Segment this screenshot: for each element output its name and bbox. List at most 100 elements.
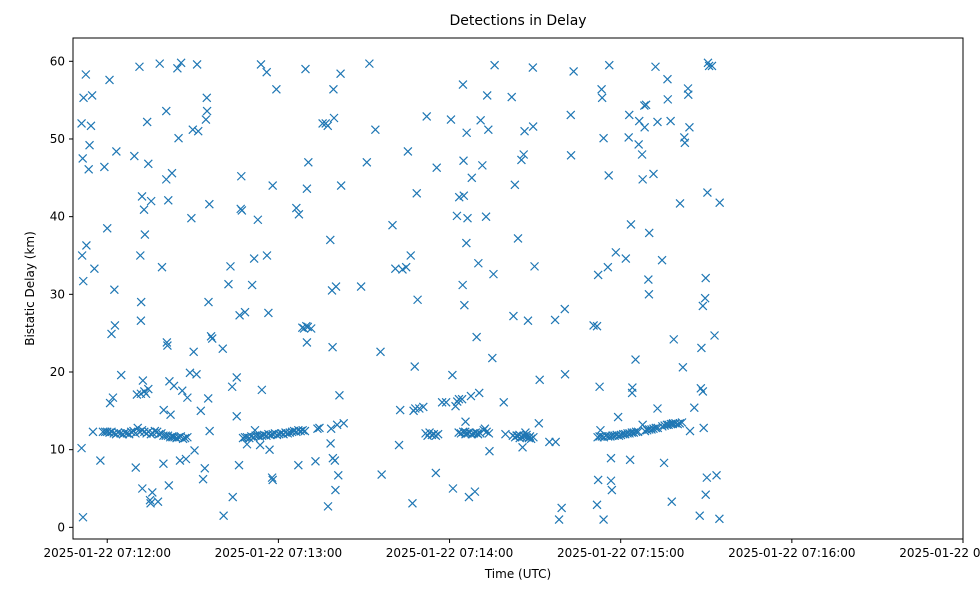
- data-point: [452, 211, 462, 221]
- y-axis-label: Bistatic Delay (km): [23, 231, 37, 346]
- data-point: [201, 115, 211, 124]
- data-point: [634, 139, 644, 149]
- data-point: [566, 110, 576, 120]
- data-point: [695, 511, 705, 521]
- y-tick-label: 30: [50, 287, 65, 301]
- x-tick-label: 2025-01-22 07:14:00: [386, 546, 513, 560]
- data-point: [107, 329, 116, 339]
- data-point: [265, 445, 274, 455]
- data-point: [653, 404, 662, 413]
- data-point: [641, 100, 651, 110]
- data-point: [685, 426, 695, 436]
- data-point: [356, 282, 366, 291]
- data-point: [447, 370, 457, 380]
- data-point: [196, 406, 206, 416]
- data-point: [370, 125, 380, 135]
- plot-frame: [72, 37, 964, 540]
- data-point: [626, 219, 636, 229]
- data-point: [702, 188, 712, 197]
- data-point: [163, 195, 173, 205]
- data-point: [631, 427, 641, 437]
- data-point: [227, 382, 237, 392]
- data-point: [657, 255, 667, 265]
- data-point: [167, 168, 177, 178]
- data-point: [161, 106, 171, 116]
- data-point: [544, 437, 554, 447]
- data-point: [607, 485, 617, 495]
- data-point: [466, 391, 476, 401]
- data-point: [474, 388, 484, 398]
- data-point: [339, 418, 349, 428]
- data-point: [624, 110, 634, 120]
- data-point: [454, 394, 464, 404]
- data-point: [700, 293, 710, 303]
- data-point: [323, 121, 333, 131]
- data-point: [551, 437, 561, 447]
- data-point: [485, 446, 494, 456]
- data-point: [190, 446, 199, 455]
- data-point: [418, 402, 428, 412]
- data-point: [325, 235, 335, 245]
- data-point: [336, 181, 346, 191]
- data-point: [680, 138, 690, 148]
- data-point: [704, 61, 714, 71]
- data-point: [247, 280, 257, 290]
- data-markers: [77, 58, 725, 525]
- data-point: [625, 455, 635, 465]
- data-point: [87, 91, 97, 100]
- data-point: [189, 347, 199, 357]
- data-point: [330, 456, 340, 465]
- data-point: [513, 233, 523, 243]
- data-point: [102, 427, 112, 437]
- data-point: [459, 300, 469, 310]
- data-point: [603, 262, 613, 272]
- data-point: [192, 59, 202, 69]
- data-point: [519, 150, 529, 159]
- data-point: [150, 426, 160, 436]
- data-point: [637, 150, 647, 159]
- data-point: [193, 126, 203, 136]
- data-point: [315, 423, 324, 433]
- data-point: [146, 498, 156, 508]
- data-point: [364, 59, 374, 69]
- data-point: [109, 285, 119, 295]
- data-point: [202, 106, 212, 116]
- data-point: [136, 297, 146, 307]
- data-point: [457, 394, 467, 404]
- data-point: [499, 397, 509, 407]
- data-point: [303, 157, 313, 167]
- data-point: [218, 344, 228, 354]
- data-point: [501, 429, 510, 439]
- data-point: [175, 456, 185, 465]
- data-point: [335, 390, 344, 400]
- data-point: [479, 425, 489, 435]
- data-point: [663, 94, 673, 104]
- data-point: [410, 362, 420, 371]
- data-point: [268, 475, 278, 485]
- data-point: [302, 338, 312, 347]
- data-point: [224, 279, 233, 289]
- y-tick-label: 0: [57, 520, 65, 534]
- data-point: [84, 164, 94, 174]
- data-point: [510, 180, 520, 190]
- data-point: [235, 310, 245, 320]
- data-point: [638, 420, 648, 430]
- data-point: [487, 353, 497, 363]
- data-point: [666, 116, 676, 126]
- data-point: [431, 468, 441, 478]
- data-point: [459, 191, 469, 201]
- data-point: [463, 213, 472, 223]
- data-point: [669, 334, 679, 344]
- x-tick-label: 2025-01-22 07:15:00: [557, 546, 684, 560]
- data-point: [77, 443, 86, 453]
- data-point: [523, 316, 533, 326]
- data-point: [186, 213, 196, 223]
- data-point: [137, 484, 147, 493]
- data-point: [192, 369, 201, 379]
- data-point: [240, 307, 250, 317]
- data-point: [663, 74, 672, 84]
- data-point: [696, 343, 706, 353]
- data-point: [413, 295, 423, 305]
- data-point: [595, 382, 605, 392]
- data-point: [205, 426, 215, 436]
